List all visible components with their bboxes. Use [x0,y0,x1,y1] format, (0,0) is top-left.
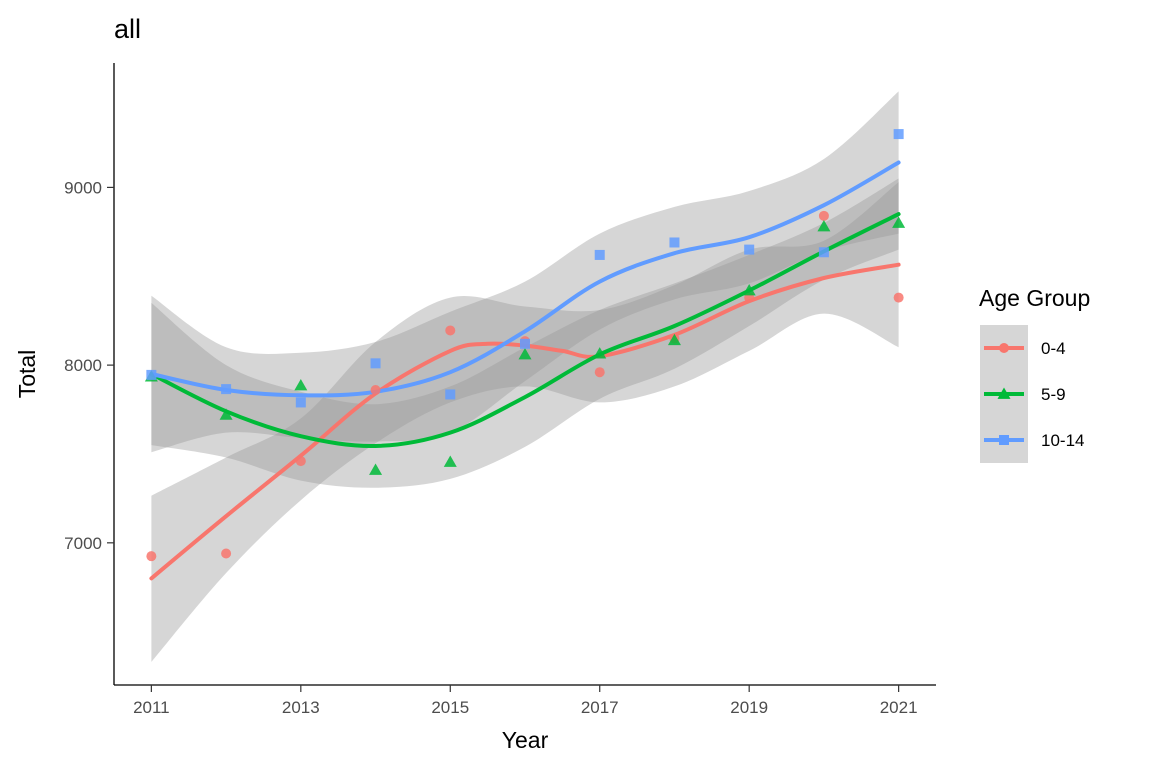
smooth-line-10-14 [149,160,901,398]
data-point-5-9 [443,455,457,467]
data-point-10-14 [221,384,232,395]
x-tick-label: 2021 [880,698,918,717]
y-axis-ticks: 7000 8000 9000 [64,178,114,553]
legend-label: 10-14 [1041,431,1084,450]
data-point-10-14 [445,389,456,400]
data-points [144,129,906,562]
data-point-10-14 [594,249,605,260]
data-point-0-4 [893,292,904,303]
data-point-0-4 [818,210,829,221]
legend-key-marker [999,435,1009,445]
y-tick-label: 7000 [64,534,102,553]
data-point-10-14 [893,129,904,140]
x-tick-label: 2013 [282,698,320,717]
data-point-0-4 [221,548,232,559]
chart-title: all [114,14,141,44]
data-point-10-14 [370,358,381,369]
data-point-5-9 [294,379,308,391]
data-point-10-14 [669,237,680,248]
confidence-bands [151,91,899,662]
smooth-line-5-9 [149,212,901,449]
data-point-10-14 [146,369,157,380]
data-point-10-14 [818,247,829,258]
legend-label: 0-4 [1041,339,1066,358]
confidence-band-0-4 [151,182,899,662]
data-point-5-9 [369,463,383,475]
x-tick-label: 2019 [730,698,768,717]
data-point-5-9 [593,347,607,359]
data-point-5-9 [667,333,681,346]
x-tick-label: 2015 [431,698,469,717]
confidence-band-10-14 [151,91,899,453]
legend: Age Group 0-4 5-9 10-14 [979,285,1090,463]
data-point-5-9 [219,408,233,420]
data-point-5-9 [742,283,756,296]
data-point-0-4 [445,325,456,336]
confidence-band-5-9 [151,178,899,488]
legend-title: Age Group [979,285,1090,311]
legend-label: 5-9 [1041,385,1066,404]
data-point-10-14 [744,244,755,255]
legend-key-marker [997,387,1011,399]
data-point-5-9 [817,219,831,232]
y-axis-title: Total [14,350,40,399]
data-point-0-4 [594,367,605,378]
y-tick-label: 9000 [64,178,102,197]
data-point-5-9 [518,347,532,360]
data-point-0-4 [295,456,306,467]
data-point-10-14 [520,338,530,349]
data-point-0-4 [370,384,381,395]
data-point-10-14 [295,397,306,408]
x-tick-label: 2011 [133,698,170,717]
x-tick-label: 2017 [581,698,619,717]
y-tick-label: 8000 [64,356,102,375]
data-point-0-4 [146,551,157,562]
data-point-5-9 [892,216,906,228]
legend-key-marker [999,343,1009,353]
x-axis-title: Year [502,727,549,753]
x-axis-ticks: 2011 2013 2015 2017 2019 2021 [133,685,918,717]
